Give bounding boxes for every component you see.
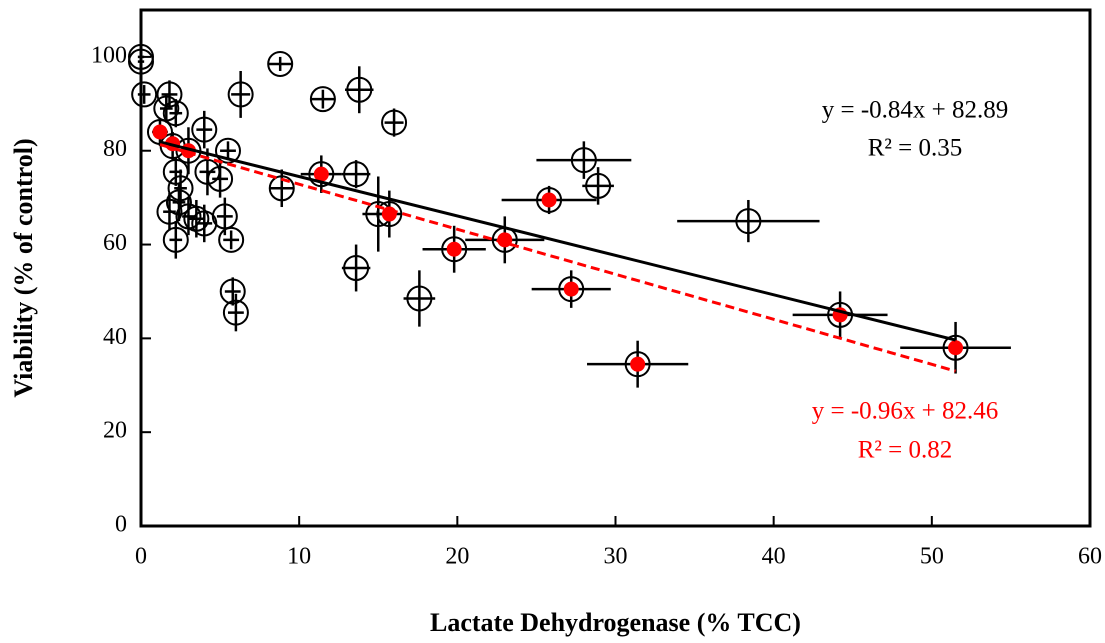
y-tick-label: 40 (103, 324, 127, 350)
point (156, 81, 183, 108)
point (585, 172, 612, 199)
point (191, 116, 218, 143)
annotation: y = -0.84x + 82.89 (822, 97, 1009, 124)
point (156, 198, 183, 225)
x-tick-label: 10 (287, 544, 311, 570)
point (313, 166, 329, 182)
fit-line (159, 140, 956, 342)
point (309, 86, 336, 113)
annotation: y = -0.96x + 82.46 (812, 398, 999, 425)
point (343, 255, 370, 281)
point (207, 165, 234, 192)
point (343, 161, 370, 188)
point (570, 147, 597, 174)
point (167, 175, 194, 202)
point (624, 351, 651, 378)
point (948, 340, 964, 356)
point (227, 81, 254, 108)
point (218, 226, 245, 253)
point (162, 158, 189, 185)
point (346, 76, 373, 103)
point (558, 276, 585, 303)
annotation: R² = 0.82 (858, 437, 953, 464)
point (735, 208, 762, 235)
plot-frame (139, 8, 1092, 528)
point (541, 192, 557, 208)
point (376, 201, 403, 228)
point (536, 186, 563, 213)
y-axis-title: Viability (% of control) (9, 138, 38, 397)
point (406, 285, 433, 312)
point (381, 109, 408, 136)
fit-line (159, 143, 956, 373)
point (219, 278, 246, 305)
y-tick-label: 60 (103, 230, 127, 256)
point (441, 236, 468, 263)
y-tick-label: 0 (115, 512, 127, 538)
y-tick-label: 20 (103, 418, 127, 444)
point (268, 175, 295, 202)
point (183, 205, 210, 232)
point (942, 334, 969, 361)
x-tick-label: 30 (604, 544, 628, 570)
point (267, 50, 294, 77)
x-tick-label: 60 (1078, 544, 1102, 570)
point (497, 232, 513, 248)
point (131, 81, 158, 108)
point (165, 189, 192, 216)
point (308, 161, 335, 188)
point (162, 100, 189, 127)
point (152, 124, 168, 140)
x-tick-label: 20 (445, 544, 469, 570)
point (446, 241, 462, 257)
point (563, 281, 579, 297)
x-axis-title: Lactate Dehydrogenase (% TCC) (430, 608, 801, 637)
point (222, 299, 249, 326)
point (211, 203, 238, 230)
annotation: R² = 0.35 (868, 135, 963, 162)
x-tick-label: 50 (920, 544, 944, 570)
y-tick-label: 100 (91, 42, 127, 68)
point (162, 226, 189, 253)
point (630, 356, 646, 372)
x-tick-label: 40 (762, 544, 786, 570)
y-tick-label: 80 (103, 136, 127, 162)
x-tick-label: 0 (135, 544, 147, 570)
